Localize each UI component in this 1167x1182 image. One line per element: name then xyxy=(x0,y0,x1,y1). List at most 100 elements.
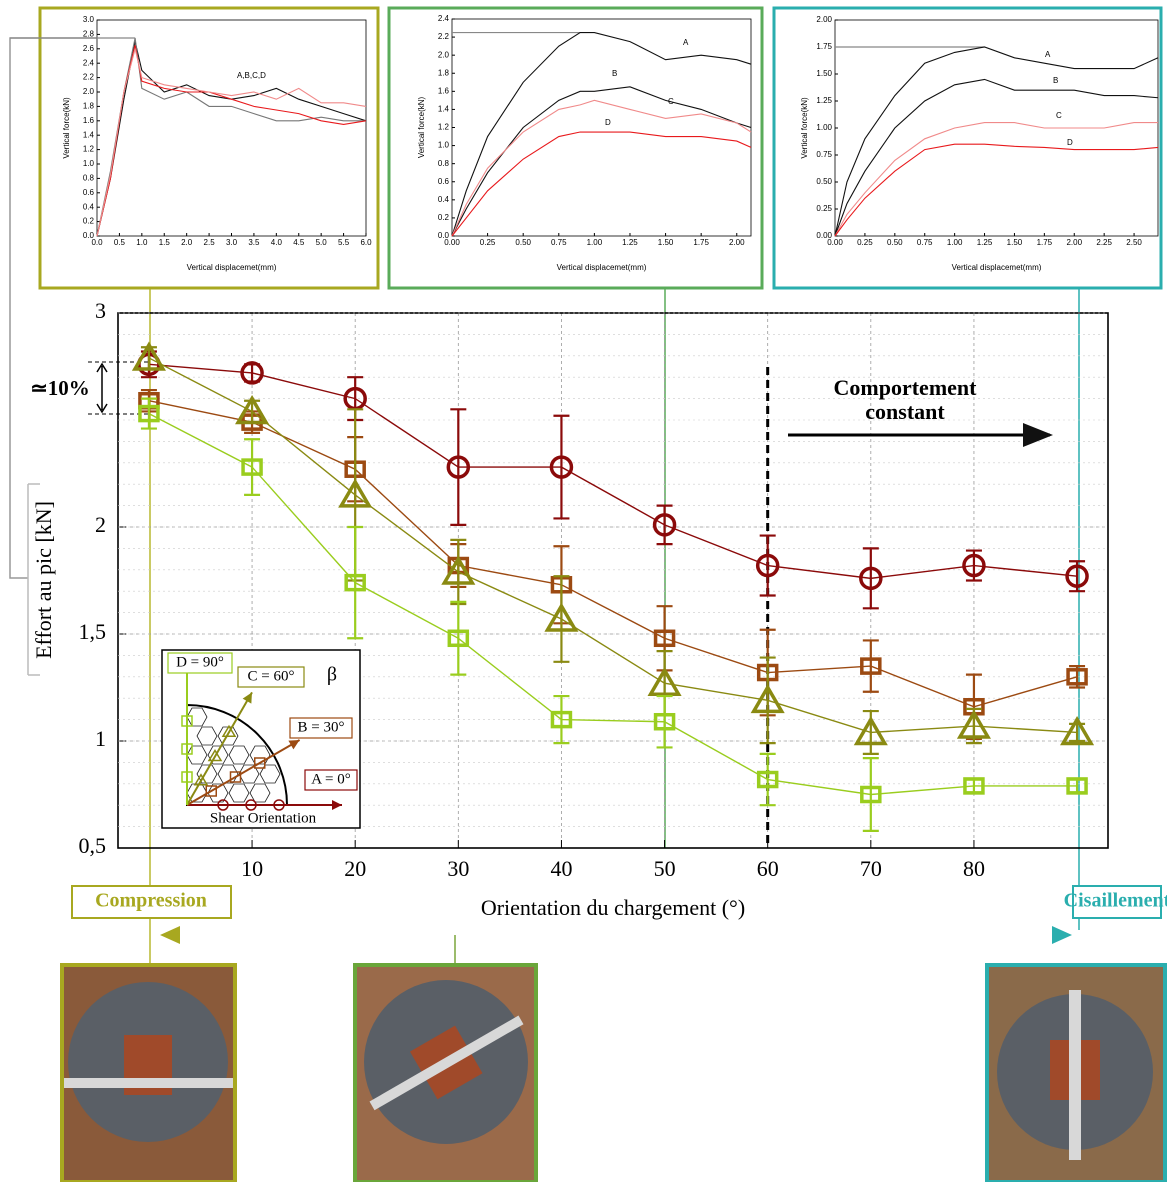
marker xyxy=(860,657,882,675)
y-tick-label: 0.2 xyxy=(83,217,95,226)
marker xyxy=(1060,715,1095,746)
legend-label: A = 0° xyxy=(311,771,350,787)
series-line xyxy=(148,412,1078,796)
x-tick-label: 70 xyxy=(860,856,882,881)
legend-label-box xyxy=(237,666,305,688)
marker xyxy=(653,712,676,731)
y-tick-label: 2.00 xyxy=(816,15,832,24)
error-bar xyxy=(759,534,776,597)
error-bar xyxy=(553,575,570,663)
marker xyxy=(138,404,160,423)
bracket-arrow xyxy=(96,362,108,414)
x-tick-label: 60 xyxy=(757,856,779,881)
x-tick-label: 3.0 xyxy=(226,238,238,247)
x-tick-label: 5.0 xyxy=(316,238,328,247)
y-tick-label: 0.6 xyxy=(83,188,95,197)
legend-marker xyxy=(221,724,237,738)
y-tick-label: 1.6 xyxy=(438,86,450,95)
x-tick-label: 0.75 xyxy=(551,238,567,247)
error-bar xyxy=(553,694,570,745)
legend-marker xyxy=(193,773,209,786)
x-tick-label: 5.5 xyxy=(338,238,350,247)
error-bar xyxy=(656,694,673,749)
marker xyxy=(750,683,785,714)
honeycomb-cell xyxy=(207,745,229,765)
marker xyxy=(755,553,780,578)
series-line xyxy=(834,78,1159,237)
error-bar xyxy=(656,504,673,546)
error-bar-line xyxy=(450,408,467,526)
x-tick-label: 2.50 xyxy=(1126,238,1142,247)
marker xyxy=(441,555,476,585)
series-line xyxy=(834,122,1158,237)
y-tick-label: 0,5 xyxy=(79,833,107,858)
marker xyxy=(860,785,882,804)
curve-label: A xyxy=(1045,50,1051,59)
honeycomb-sector xyxy=(186,703,289,806)
error-bar-line xyxy=(140,397,157,430)
legend-label: C = 60° xyxy=(248,668,295,684)
photo-gap xyxy=(64,1078,233,1088)
error-bar-line xyxy=(244,438,261,496)
curve-label: D xyxy=(605,118,611,127)
photo-gap xyxy=(1069,990,1081,1160)
x-axis-label: Vertical displacemet(mm) xyxy=(187,263,277,272)
series-line xyxy=(148,363,1078,580)
marker xyxy=(1066,668,1088,686)
y-tick-label: 1.0 xyxy=(438,141,450,150)
annotation: ≃10% xyxy=(30,376,90,400)
honeycomb-cell xyxy=(196,764,218,784)
error-bar xyxy=(759,752,776,807)
y-tick-label: 2.0 xyxy=(438,50,450,59)
marker xyxy=(647,666,682,696)
series-line xyxy=(96,45,367,237)
legend-label: B = 30° xyxy=(298,719,345,735)
y-tick-label: 0.0 xyxy=(83,231,95,240)
curve-label: C xyxy=(1056,111,1062,120)
legend: A = 0° B = 30° C = 60° D = 90° β Shear Orient… xyxy=(161,649,361,829)
x-tick-label: 0.50 xyxy=(887,238,903,247)
plot-frame xyxy=(834,19,1159,237)
label-box xyxy=(1072,885,1162,919)
x-tick-label: 1.00 xyxy=(947,238,963,247)
x-tick-label: 2.5 xyxy=(204,238,216,247)
y-tick-label: 2.2 xyxy=(438,32,450,41)
error-bar-line xyxy=(759,752,776,807)
error-bar-line xyxy=(759,534,776,597)
x-tick-label: 1.25 xyxy=(622,238,638,247)
legend-label-box xyxy=(167,652,233,674)
error-bar-line xyxy=(656,694,673,749)
error-bar xyxy=(140,397,157,430)
series-line xyxy=(451,131,752,237)
x-tick-label: 1.00 xyxy=(587,238,603,247)
legend-marker xyxy=(205,785,217,797)
y-tick-label: 1.50 xyxy=(816,69,832,78)
label-box xyxy=(71,885,232,919)
arrow-head xyxy=(1052,926,1072,944)
y-tick-label: 0.50 xyxy=(816,177,832,186)
x-tick-label: 0.50 xyxy=(515,238,531,247)
y-tick-label: 0.4 xyxy=(83,202,95,211)
error-bar-line xyxy=(862,639,879,693)
error-bar-line xyxy=(450,600,467,676)
y-tick-label: 0.4 xyxy=(438,195,450,204)
y-axis-label: Vertical force(kN) xyxy=(417,96,426,158)
y-tick-label: 1.4 xyxy=(438,105,450,114)
x-tick-label: 1.5 xyxy=(159,238,171,247)
error-bar-line xyxy=(862,547,879,610)
marker xyxy=(962,553,986,578)
x-tick-label: 40 xyxy=(550,856,572,881)
marker xyxy=(338,478,373,508)
marker xyxy=(447,629,470,648)
marker xyxy=(241,458,263,476)
x-tick-label: 30 xyxy=(447,856,469,881)
y-tick-label: 0.00 xyxy=(816,231,832,240)
error-bar xyxy=(244,438,261,496)
y-tick-label: 1.6 xyxy=(83,116,95,125)
x-tick-label: 2.25 xyxy=(1096,238,1112,247)
x-tick-label: 0.75 xyxy=(917,238,933,247)
arrow-head xyxy=(160,926,180,944)
inset-frame xyxy=(772,6,1163,290)
legend-marker xyxy=(181,771,193,783)
legend-label-box xyxy=(304,769,358,791)
